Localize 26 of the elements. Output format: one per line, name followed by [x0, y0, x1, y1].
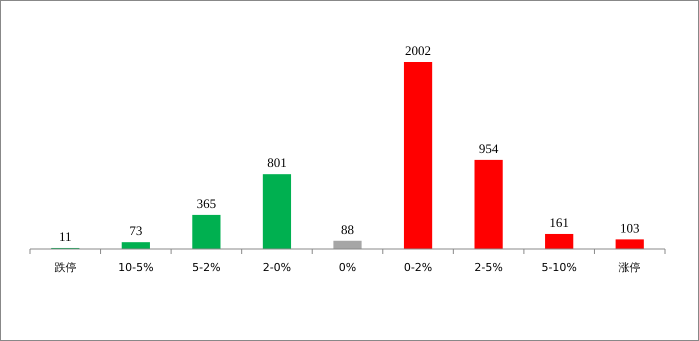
- data-label: 73: [129, 223, 142, 238]
- bar: [122, 242, 150, 249]
- x-tick-label: 2-0%: [262, 261, 292, 274]
- x-tick-label: 5-10%: [541, 261, 577, 274]
- x-tick-label: 10-5%: [118, 261, 154, 274]
- bar: [262, 174, 292, 249]
- bar: [616, 239, 644, 249]
- bar: [333, 240, 362, 249]
- x-tick-label: 跌停: [54, 261, 76, 274]
- bar: [404, 62, 432, 249]
- data-label: 801: [267, 155, 287, 170]
- bar: [192, 214, 220, 249]
- bar: [474, 160, 503, 249]
- x-tick-label: 5-2%: [192, 261, 221, 274]
- bar: [545, 234, 574, 249]
- data-label: 103: [620, 220, 640, 236]
- x-tick-label: 0%: [338, 261, 356, 274]
- data-label: 11: [59, 228, 72, 244]
- data-label: 88: [341, 222, 354, 237]
- data-label: 2002: [405, 43, 432, 58]
- x-tick-label: 0-2%: [404, 261, 432, 274]
- data-label: 365: [196, 196, 216, 211]
- x-tick-label: 涨停: [618, 261, 641, 274]
- x-tick-label: 2-5%: [474, 261, 503, 274]
- data-label: 954: [478, 140, 499, 156]
- data-label: 161: [549, 214, 569, 230]
